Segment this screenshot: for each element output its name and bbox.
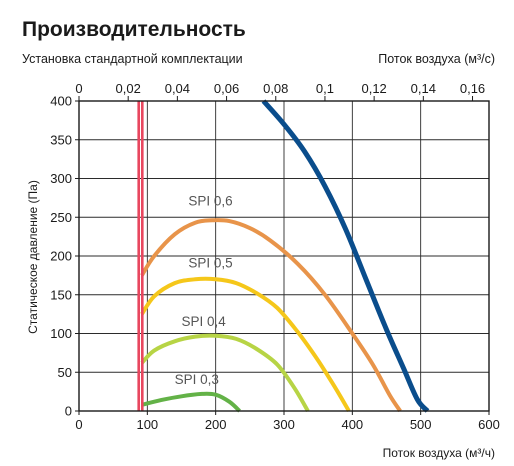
top-tick-label-5: 0,1 bbox=[316, 81, 334, 96]
top-tick-label-6: 0,12 bbox=[361, 81, 386, 96]
x-tick-label-6: 600 bbox=[478, 417, 500, 432]
y-tick-label-3: 150 bbox=[50, 287, 72, 302]
y-tick-label-6: 300 bbox=[50, 171, 72, 186]
x-tick-label-2: 200 bbox=[205, 417, 227, 432]
y-tick-label-1: 50 bbox=[58, 365, 72, 380]
y-axis-label: Статическое давление (Па) bbox=[26, 180, 40, 334]
y-tick-label-2: 100 bbox=[50, 326, 72, 341]
spi-curve-06 bbox=[140, 218, 402, 413]
spi-curve-03 bbox=[141, 391, 241, 413]
top-tick-label-4: 0,08 bbox=[263, 81, 288, 96]
y-tick-label-4: 200 bbox=[50, 249, 72, 264]
series-label-1: SPI 0,5 bbox=[188, 256, 232, 271]
chart-grid bbox=[78, 100, 490, 412]
chart-series bbox=[137, 99, 430, 413]
chart-axes: 0 0,02 0,04 0,06 0,08 0,1 0,12 0,14 0,16 0 100 200 3… bbox=[50, 81, 500, 432]
x-tick-label-0: 0 bbox=[75, 417, 82, 432]
top-tick-label-8: 0,16 bbox=[460, 81, 485, 96]
top-axis-label: Поток воздуха (м³/с) bbox=[378, 52, 495, 66]
y-tick-label-5: 250 bbox=[50, 210, 72, 225]
x-tick-label-3: 300 bbox=[273, 417, 295, 432]
chart-subtitle: Установка стандартной комплектации bbox=[22, 52, 243, 66]
fan-curve-line bbox=[261, 99, 430, 413]
x-axis-label: Поток воздуха (м³/ч) bbox=[383, 446, 495, 460]
chart-title: Производительность bbox=[22, 18, 246, 41]
top-tick-label-3: 0,06 bbox=[214, 81, 239, 96]
series-label-2: SPI 0,4 bbox=[182, 314, 227, 329]
top-tick-label-0: 0 bbox=[75, 81, 82, 96]
x-tick-label-1: 100 bbox=[136, 417, 158, 432]
series-label-3: SPI 0,3 bbox=[175, 372, 219, 387]
spi-curve-04 bbox=[140, 333, 310, 413]
x-tick-label-4: 400 bbox=[341, 417, 363, 432]
x-tick-label-5: 500 bbox=[410, 417, 432, 432]
top-tick-label-2: 0,04 bbox=[165, 81, 190, 96]
y-tick-label-8: 400 bbox=[50, 94, 72, 109]
y-tick-label-7: 350 bbox=[50, 132, 72, 147]
top-tick-label-7: 0,14 bbox=[411, 81, 436, 96]
y-tick-label-0: 0 bbox=[65, 404, 72, 419]
top-tick-label-1: 0,02 bbox=[116, 81, 141, 96]
spi-curve-05 bbox=[140, 276, 351, 413]
series-label-0: SPI 0,6 bbox=[188, 194, 232, 209]
chart-annotations: SPI 0,6 SPI 0,5 SPI 0,4 SPI 0,3 bbox=[175, 194, 233, 387]
